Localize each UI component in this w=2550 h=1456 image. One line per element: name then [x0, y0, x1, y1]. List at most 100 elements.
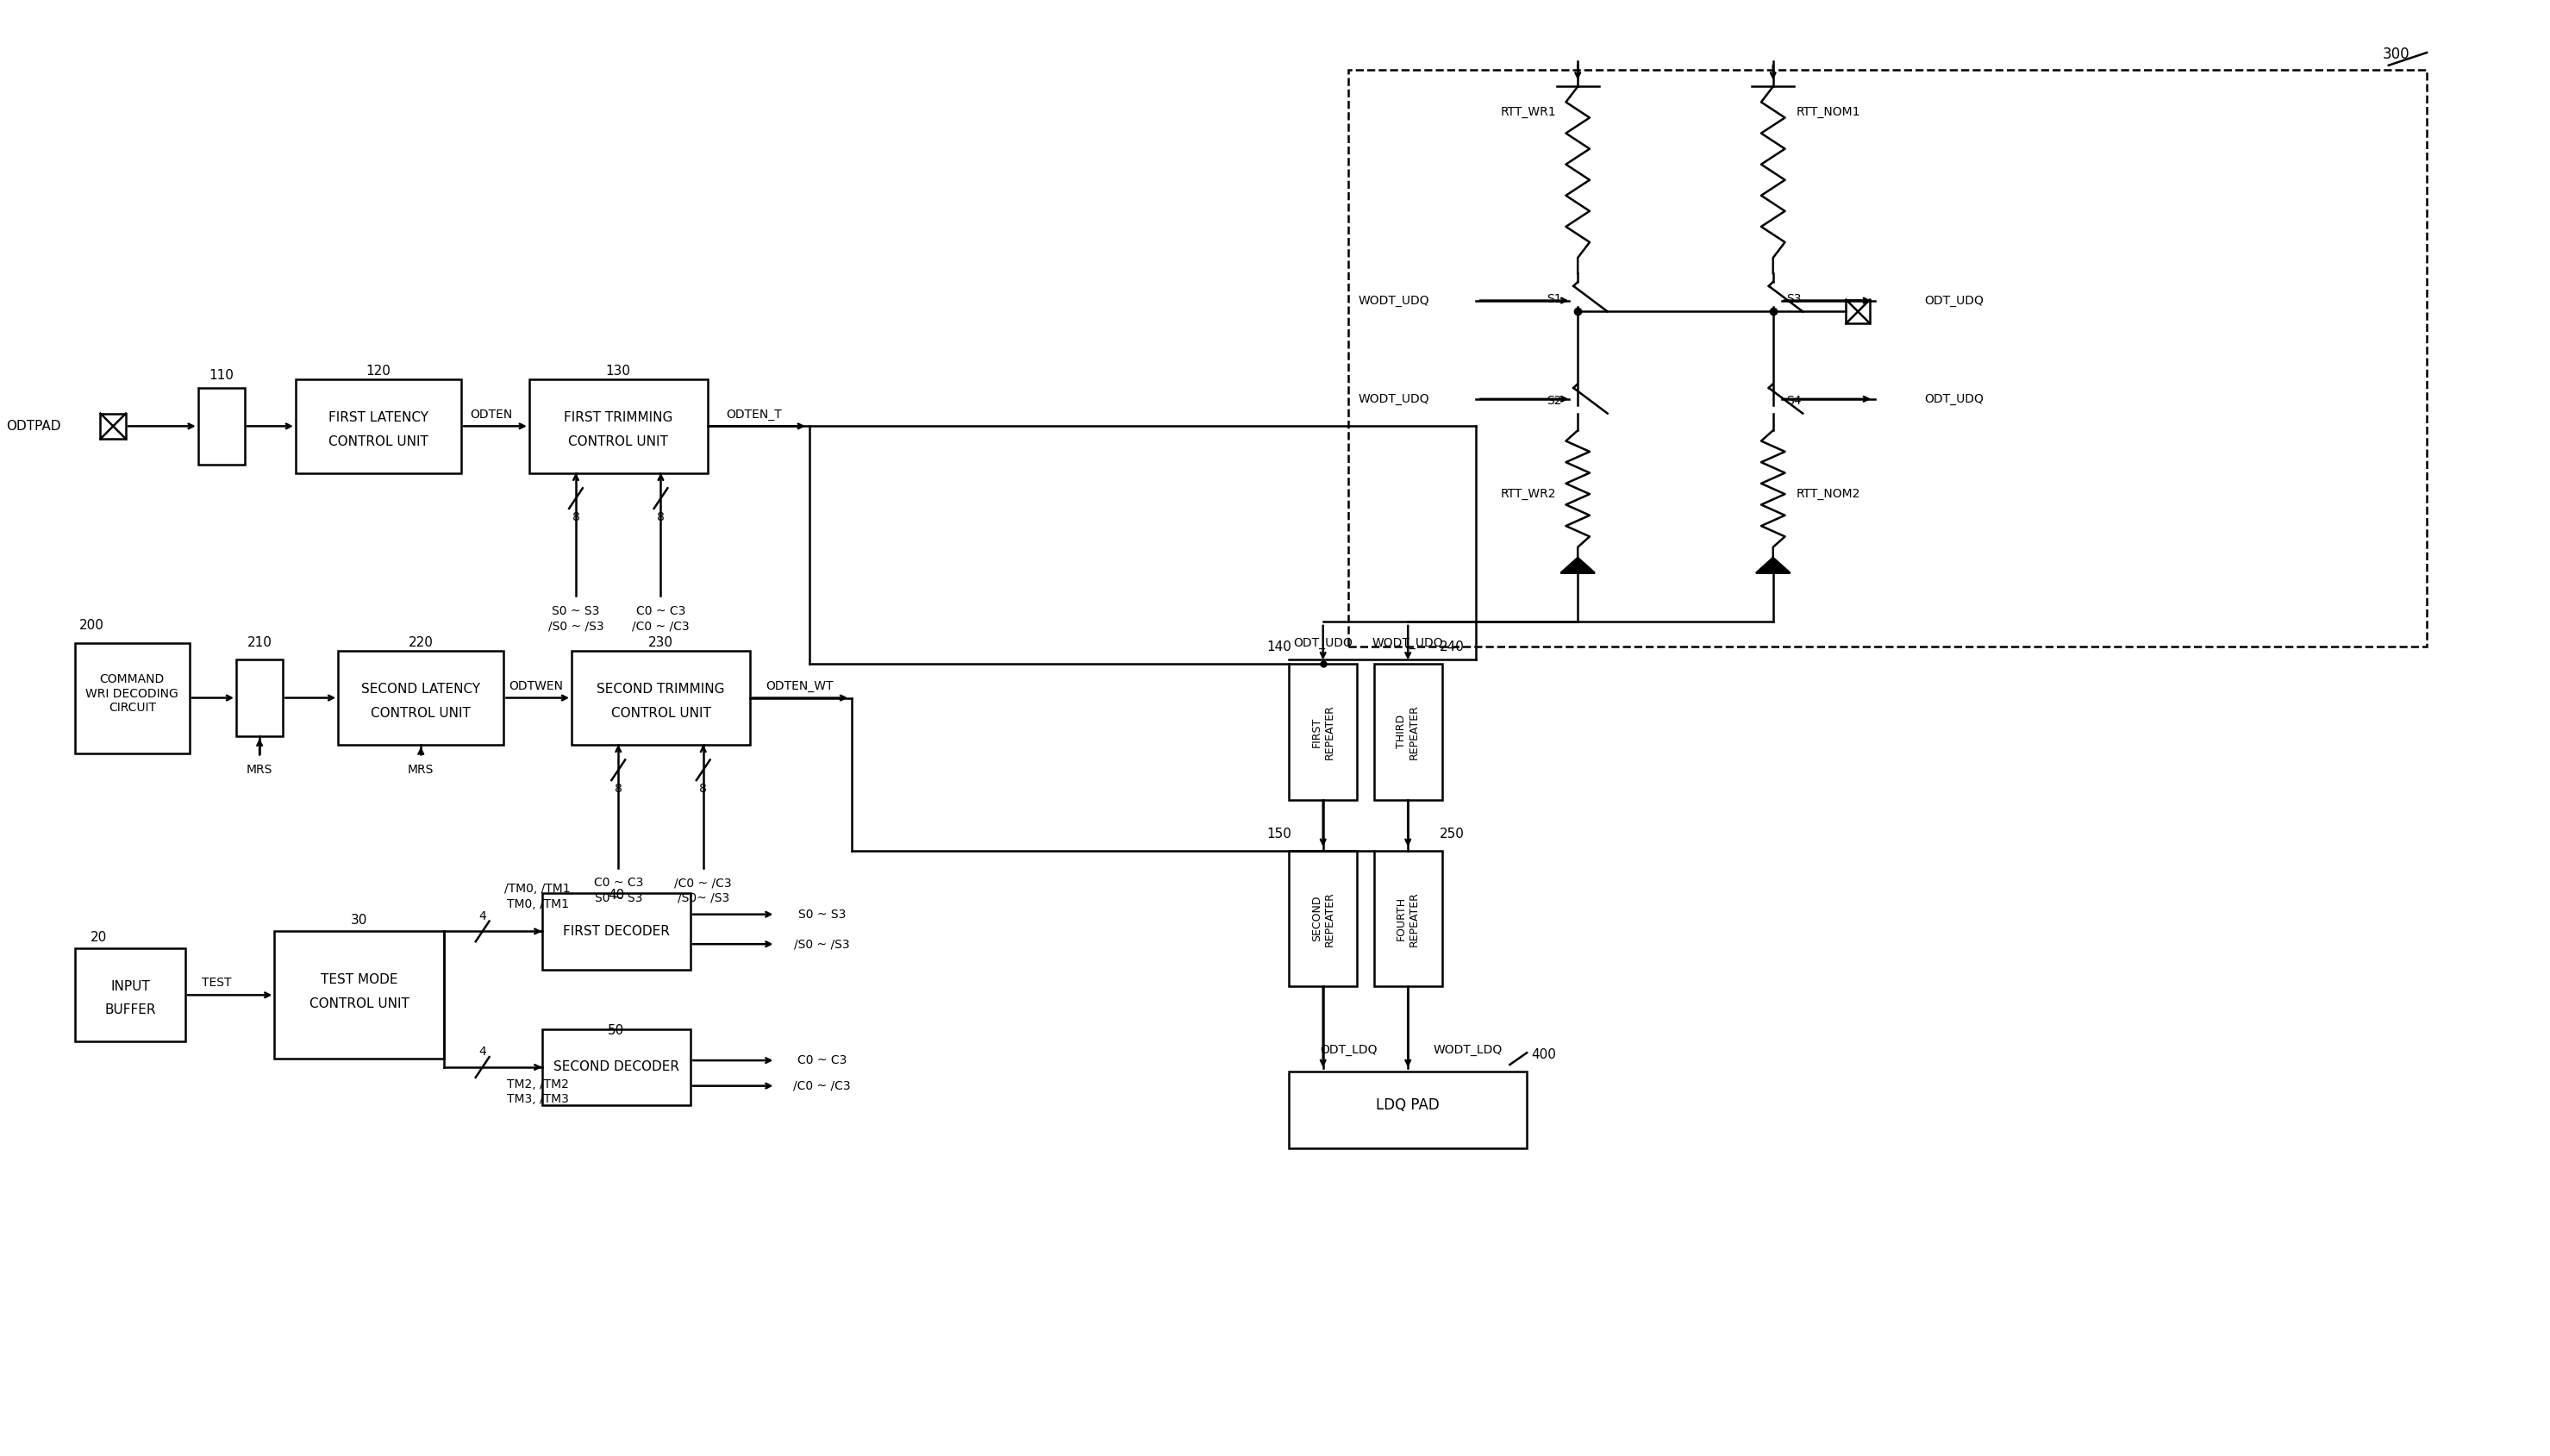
Bar: [99, 414, 125, 438]
Bar: [543, 893, 691, 970]
Text: RTT_NOM2: RTT_NOM2: [1795, 488, 1861, 499]
Text: 220: 220: [408, 636, 434, 649]
Text: CONTROL UNIT: CONTROL UNIT: [569, 435, 668, 448]
Text: S0 ~ S3: S0 ~ S3: [594, 893, 643, 904]
Text: 8: 8: [615, 783, 622, 795]
Polygon shape: [1561, 558, 1594, 574]
Bar: [1349, 70, 2428, 646]
Bar: [237, 660, 283, 737]
Text: C0 ~ C3: C0 ~ C3: [594, 877, 643, 890]
Text: ODTWEN: ODTWEN: [510, 680, 564, 692]
Text: C0 ~ C3: C0 ~ C3: [635, 606, 686, 617]
Text: /C0 ~ /C3: /C0 ~ /C3: [676, 877, 732, 890]
Text: 140: 140: [1267, 641, 1290, 654]
Text: C0 ~ C3: C0 ~ C3: [798, 1054, 847, 1066]
Text: ODTPAD: ODTPAD: [5, 419, 61, 432]
Bar: [275, 932, 444, 1059]
Text: 8: 8: [658, 511, 666, 523]
Text: COMMAND: COMMAND: [99, 673, 166, 686]
Text: 230: 230: [648, 636, 673, 649]
Text: 240: 240: [1441, 641, 1464, 654]
Text: 50: 50: [607, 1024, 625, 1037]
Text: TM2, /TM2: TM2, /TM2: [507, 1077, 569, 1091]
Text: /S0 ~ /S3: /S0 ~ /S3: [548, 620, 604, 632]
Text: 40: 40: [607, 888, 625, 901]
Text: RTT_WR2: RTT_WR2: [1502, 488, 1556, 499]
Text: CONTROL UNIT: CONTROL UNIT: [309, 997, 411, 1010]
Text: /C0 ~ /C3: /C0 ~ /C3: [793, 1080, 852, 1092]
Bar: [1846, 300, 1869, 323]
Text: 200: 200: [79, 619, 105, 632]
Text: TEST MODE: TEST MODE: [321, 973, 398, 986]
Text: 250: 250: [1441, 827, 1464, 840]
Bar: [339, 651, 505, 744]
Text: 20: 20: [89, 930, 107, 943]
Text: CIRCUIT: CIRCUIT: [110, 702, 156, 713]
Text: S0 ~ S3: S0 ~ S3: [551, 606, 599, 617]
Text: 110: 110: [209, 368, 235, 381]
Bar: [296, 380, 462, 473]
Text: WODT_UDQ: WODT_UDQ: [1359, 393, 1428, 405]
Text: RTT_NOM1: RTT_NOM1: [1795, 106, 1861, 118]
Text: /S0~ /S3: /S0~ /S3: [678, 893, 729, 904]
Text: /S0 ~ /S3: /S0 ~ /S3: [793, 938, 849, 951]
Bar: [1374, 664, 1441, 799]
Text: S2: S2: [1545, 395, 1561, 406]
Text: ODT_UDQ: ODT_UDQ: [1925, 393, 1984, 405]
Text: WRI DECODING: WRI DECODING: [87, 687, 178, 700]
Bar: [543, 1029, 691, 1105]
Text: 130: 130: [607, 364, 630, 377]
Text: SECOND TRIMMING: SECOND TRIMMING: [597, 683, 724, 696]
Text: 4: 4: [479, 910, 487, 922]
Text: FIRST LATENCY: FIRST LATENCY: [329, 411, 428, 424]
Text: SECOND DECODER: SECOND DECODER: [553, 1061, 678, 1073]
Bar: [571, 651, 750, 744]
Text: CONTROL UNIT: CONTROL UNIT: [329, 435, 428, 448]
Bar: [1290, 850, 1357, 987]
Text: FOURTH
REPEATER: FOURTH REPEATER: [1395, 891, 1420, 946]
Text: CONTROL UNIT: CONTROL UNIT: [370, 706, 472, 719]
Text: SECOND LATENCY: SECOND LATENCY: [362, 683, 479, 696]
Text: WODT_UDQ: WODT_UDQ: [1359, 294, 1428, 307]
Polygon shape: [1757, 558, 1790, 574]
Text: ODTEN_T: ODTEN_T: [727, 408, 783, 421]
Bar: [1290, 664, 1357, 799]
Text: /C0 ~ /C3: /C0 ~ /C3: [632, 620, 688, 632]
Text: ODT_UDQ: ODT_UDQ: [1293, 636, 1352, 649]
Text: S4: S4: [1788, 395, 1803, 406]
Text: FIRST
REPEATER: FIRST REPEATER: [1311, 705, 1336, 760]
Text: 120: 120: [367, 364, 390, 377]
Text: S3: S3: [1788, 293, 1803, 304]
Bar: [74, 948, 186, 1041]
Bar: [199, 387, 245, 464]
Text: 300: 300: [2382, 47, 2410, 63]
Text: /TM0, /TM1: /TM0, /TM1: [505, 882, 571, 895]
Text: 8: 8: [699, 783, 706, 795]
Text: MRS: MRS: [247, 764, 273, 776]
Text: WODT_LDQ: WODT_LDQ: [1433, 1044, 1502, 1056]
Text: 8: 8: [571, 511, 579, 523]
Text: ODTEN_WT: ODTEN_WT: [765, 680, 834, 692]
Text: ODT_UDQ: ODT_UDQ: [1925, 294, 1984, 307]
Bar: [530, 380, 706, 473]
Text: FIRST TRIMMING: FIRST TRIMMING: [564, 411, 673, 424]
Text: ODTEN: ODTEN: [469, 408, 513, 421]
Text: TEST: TEST: [201, 977, 232, 989]
Text: WODT_UDQ: WODT_UDQ: [1372, 636, 1443, 649]
Text: MRS: MRS: [408, 764, 434, 776]
Text: 210: 210: [247, 636, 273, 649]
Text: FIRST DECODER: FIRST DECODER: [564, 925, 671, 938]
Text: LDQ PAD: LDQ PAD: [1377, 1098, 1441, 1114]
Text: ODT_LDQ: ODT_LDQ: [1321, 1044, 1377, 1056]
Text: CONTROL UNIT: CONTROL UNIT: [612, 706, 711, 719]
Text: INPUT: INPUT: [110, 980, 150, 993]
Text: 30: 30: [352, 914, 367, 927]
Text: 400: 400: [1533, 1048, 1556, 1061]
Bar: [74, 642, 189, 753]
Text: TM0, /TM1: TM0, /TM1: [507, 898, 569, 910]
Text: SECOND
REPEATER: SECOND REPEATER: [1311, 891, 1336, 946]
Bar: [1290, 1072, 1527, 1147]
Bar: [1374, 850, 1441, 987]
Text: TM3, /TM3: TM3, /TM3: [507, 1093, 569, 1105]
Text: BUFFER: BUFFER: [105, 1003, 156, 1016]
